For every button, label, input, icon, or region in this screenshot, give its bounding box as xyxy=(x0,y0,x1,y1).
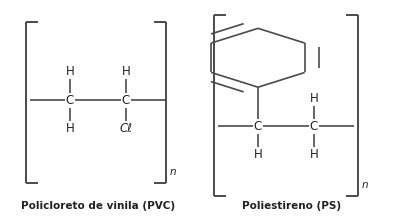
Text: Policloreto de vinila (PVC): Policloreto de vinila (PVC) xyxy=(21,201,175,211)
Text: H: H xyxy=(254,148,262,161)
Text: Poliestireno (PS): Poliestireno (PS) xyxy=(242,201,342,211)
Text: H: H xyxy=(122,65,130,78)
Text: Cℓ: Cℓ xyxy=(120,122,132,135)
Text: n: n xyxy=(170,167,177,177)
Text: C: C xyxy=(254,120,262,133)
Text: C: C xyxy=(122,94,130,107)
Text: C: C xyxy=(66,94,74,107)
Text: H: H xyxy=(310,148,318,161)
Text: C: C xyxy=(310,120,318,133)
Text: H: H xyxy=(66,65,74,78)
Text: H: H xyxy=(310,92,318,105)
Text: n: n xyxy=(362,180,369,190)
Text: H: H xyxy=(66,122,74,135)
